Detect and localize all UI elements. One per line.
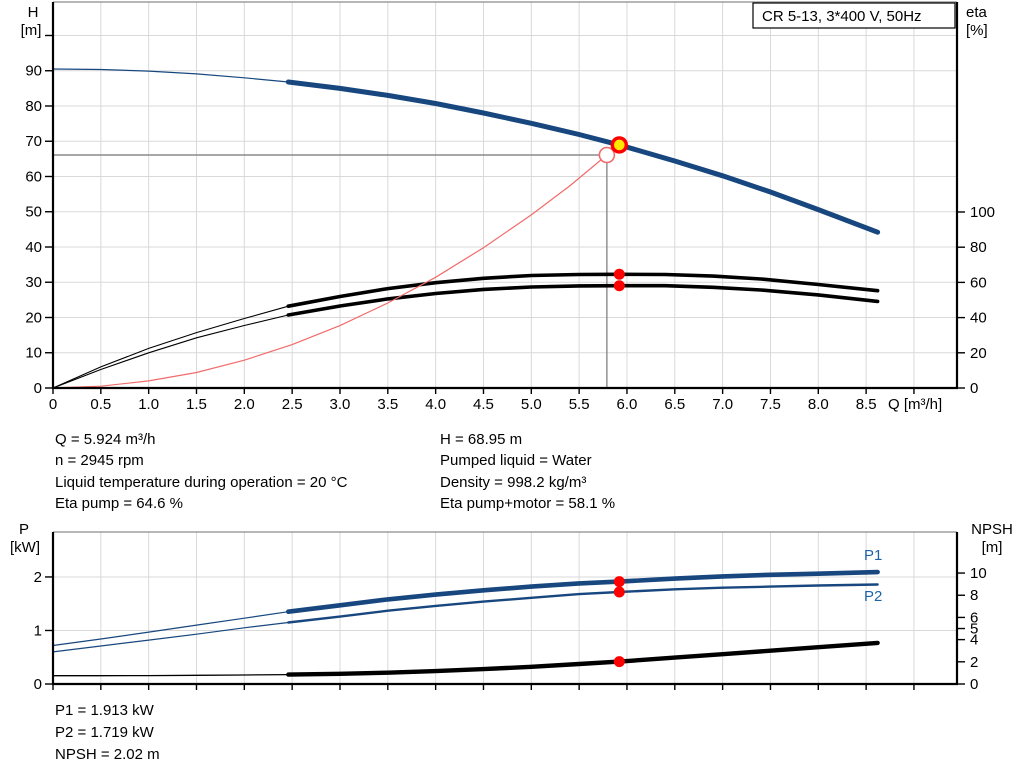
series-NPSH-thin — [53, 673, 289, 677]
p1-series-label: P1 — [864, 547, 882, 564]
x-tick-label: 1.5 — [186, 396, 207, 413]
series-P2-thin — [52, 621, 289, 653]
series-eta-pump-motor-thin — [52, 314, 289, 389]
x-tick-label: 2.5 — [282, 396, 303, 413]
y-left-tick-label: 1 — [34, 622, 42, 639]
y-left-tick-label: 90 — [25, 63, 42, 80]
eta-axis-unit: [%] — [966, 22, 988, 39]
y-left-tick-label: 2 — [34, 569, 42, 586]
info-q: Q = 5.924 m³/h — [55, 431, 156, 448]
series-P1-thin — [52, 611, 289, 647]
x-tick-label: 0.5 — [90, 396, 111, 413]
series-eta-pump-thin — [52, 305, 289, 389]
info-density: Density = 998.2 kg/m³ — [440, 473, 587, 491]
npsh-axis-unit: [m] — [982, 539, 1003, 556]
y-right-tick-label: 5 — [970, 621, 978, 638]
x-tick-label: 3.0 — [330, 396, 351, 413]
eta-axis-label: eta — [966, 4, 988, 21]
y-right-tick-label: 0 — [970, 380, 978, 397]
y-left-tick-label: 80 — [25, 98, 42, 115]
p1-point-marker — [613, 576, 625, 588]
x-tick-label: 7.0 — [712, 396, 733, 413]
series-NPSH — [286, 640, 880, 677]
eta-pump-motor-point-marker — [613, 280, 625, 292]
y-left-tick-label: 50 — [25, 204, 42, 221]
eta-pump-point-marker — [613, 268, 625, 280]
x-tick-label: 5.5 — [569, 396, 590, 413]
pump-type-title: CR 5-13, 3*400 V, 50Hz — [762, 8, 922, 25]
x-tick-label: 4.0 — [425, 396, 446, 413]
info-eta-pump: Eta pump = 64.6 % — [55, 495, 183, 513]
actual-duty-point-marker — [610, 136, 629, 154]
series-system-curve-thin — [52, 154, 608, 389]
duty-info-right: H = 68.95 m Pumped liquid = Water Densit… — [440, 429, 615, 515]
y-left-tick-label: 0 — [34, 676, 42, 693]
series-eta-pump-motor — [286, 283, 880, 317]
y-left-tick-label: 30 — [25, 274, 42, 291]
x-tick-label: 8.0 — [808, 396, 829, 413]
x-tick-label: 3.5 — [377, 396, 398, 413]
series-eta-pump — [286, 272, 880, 308]
npsh-point-marker — [613, 656, 625, 668]
pump-type-box — [752, 2, 956, 29]
npsh-axis-label: NPSH — [971, 521, 1013, 538]
x-tick-label: 2.0 — [234, 396, 255, 413]
y-left-tick-label: 0 — [34, 380, 42, 397]
result-p1: P1 = 1.913 kW — [55, 702, 154, 719]
power-npsh-results: P1 = 1.913 kW P2 = 1.719 kW NPSH = 2.02 … — [55, 700, 160, 765]
x-tick-label: 8.5 — [856, 396, 877, 413]
y-right-tick-label: 2 — [970, 654, 978, 671]
info-h: H = 68.95 m — [440, 431, 523, 448]
x-tick-label: 1.0 — [138, 396, 159, 413]
y-right-tick-label: 60 — [970, 274, 987, 291]
series-P1 — [286, 569, 880, 614]
y-left-tick-label: 60 — [25, 168, 42, 185]
p2-series-label: P2 — [864, 588, 882, 605]
result-npsh: NPSH = 2.02 m — [55, 745, 160, 763]
p-axis-unit: [kW] — [10, 539, 40, 556]
x-tick-label: 4.5 — [473, 396, 494, 413]
requested-duty-point-marker — [598, 146, 616, 164]
x-tick-label: 5.0 — [521, 396, 542, 413]
x-tick-label: 7.5 — [760, 396, 781, 413]
x-tick-label: 6.0 — [617, 396, 638, 413]
q-axis-label: Q [m³/h] — [888, 396, 942, 413]
h-axis-label: H — [28, 4, 39, 21]
info-n: n = 2945 rpm — [55, 452, 144, 470]
y-left-tick-label: 10 — [25, 345, 42, 362]
y-right-tick-label: 8 — [970, 587, 978, 604]
power-npsh-chart: 0 1 2 0 2 456 8 10 — [34, 531, 987, 693]
result-p2: P2 = 1.719 kW — [55, 723, 154, 741]
y-right-tick-label: 4 — [970, 632, 978, 649]
series-P2 — [287, 583, 879, 624]
p2-point-marker — [613, 586, 625, 598]
x-tick-label: 6.5 — [664, 396, 685, 413]
y-right-tick-label: 10 — [970, 565, 987, 582]
duty-info-left: Q = 5.924 m³/h n = 2945 rpm Liquid tempe… — [55, 429, 347, 515]
y-left-tick-label: 40 — [25, 239, 42, 256]
info-eta-pump-motor: Eta pump+motor = 58.1 % — [440, 495, 616, 513]
y-right-tick-label: 100 — [970, 204, 995, 221]
p-axis-label: P — [19, 521, 29, 538]
qh-eta-chart: 0 0.5 1.0 1.5 2.0 2.5 3.0 3.5 4.0 4.5 5.0 5.5 6.0 6.5… — [25, 1, 995, 413]
y-left-tick-label: 20 — [25, 309, 42, 326]
info-liquid-temp: Liquid temperature during operation = 20… — [55, 473, 348, 491]
h-axis-unit: [m] — [21, 22, 42, 39]
series-H-curve-thin — [52, 68, 289, 83]
y-right-tick-label: 20 — [970, 345, 987, 362]
y-right-tick-label: 0 — [970, 676, 978, 693]
y-right-tick-label: 40 — [970, 310, 987, 327]
y-right-tick-label: 80 — [970, 239, 987, 256]
series-H-curve — [285, 79, 881, 235]
x-tick-label: 0 — [49, 396, 57, 413]
y-left-tick-label: 70 — [25, 133, 42, 150]
info-pumped-liquid: Pumped liquid = Water — [440, 452, 592, 470]
y-right-tick-label: 6 — [970, 609, 978, 626]
